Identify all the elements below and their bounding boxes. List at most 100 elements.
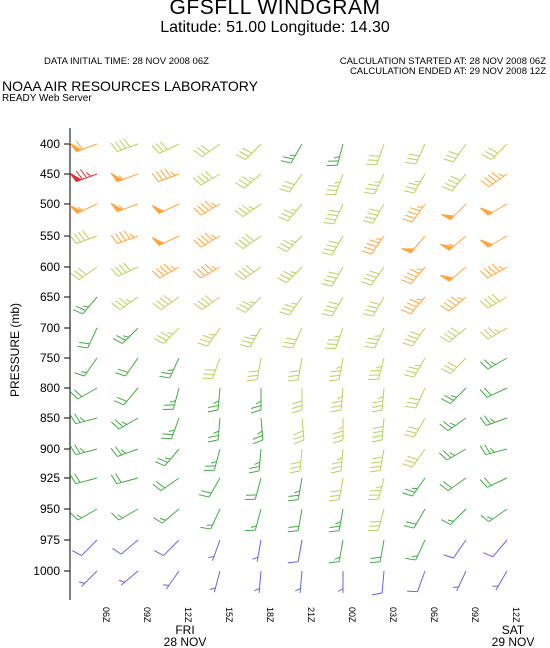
wind-barb (328, 477, 344, 502)
wind-barb (441, 357, 467, 374)
wind-barb (369, 539, 385, 564)
y-tick-label: 450 (40, 167, 60, 181)
wind-barb (328, 539, 344, 564)
y-tick-label: 1000 (33, 564, 60, 578)
wind-barb (198, 477, 221, 498)
lab-name: NOAA AIR RESOURCES LABORATORY (2, 78, 258, 94)
wind-barb (287, 357, 303, 382)
wind-barb (246, 357, 262, 382)
wind-barb (239, 327, 262, 348)
wind-barb (77, 327, 98, 349)
wind-barb (361, 266, 385, 286)
wind-barb (151, 203, 180, 214)
wind-barb (69, 169, 98, 183)
wind-barb (162, 387, 180, 411)
wind-barb (443, 143, 467, 163)
wind-barb (69, 444, 98, 456)
calculation-started: CALCULATION STARTED AT: 28 NOV 2008 06Z (339, 56, 546, 67)
wind-barb (480, 326, 508, 340)
y-tick-label: 925 (40, 471, 60, 485)
wind-barb (367, 357, 385, 381)
wind-barb (250, 388, 262, 414)
wind-barb (151, 235, 180, 246)
calculation-ended: CALCULATION ENDED AT: 29 NOV 2008 12Z (349, 66, 546, 77)
wind-barb (405, 143, 426, 165)
wind-barb (208, 539, 221, 561)
wind-barb (78, 570, 98, 587)
wind-barb (248, 448, 262, 474)
wind-barb (152, 263, 180, 279)
wind-barb (111, 417, 139, 430)
server-name: READY Web Server (2, 93, 92, 104)
wind-barb (287, 508, 303, 533)
wind-barb (480, 172, 508, 188)
wind-barb (200, 508, 221, 530)
wind-barb (193, 200, 221, 216)
y-tick-label: 975 (40, 533, 60, 547)
y-tick-label: 750 (40, 351, 60, 365)
wind-barb (440, 296, 467, 312)
day-label: FRI (175, 623, 194, 637)
wind-barb (441, 203, 467, 221)
wind-barb (291, 388, 303, 414)
wind-barb (159, 357, 180, 379)
wind-barb (282, 327, 303, 349)
x-tick-label: 06Z (101, 607, 111, 623)
wind-barb (371, 570, 385, 596)
wind-barb (440, 235, 467, 251)
wind-barb (197, 327, 221, 347)
wind-barb (69, 140, 98, 153)
x-tick-label: 18Z (265, 607, 275, 623)
wind-barb (110, 473, 139, 485)
wind-barb (402, 203, 426, 223)
wind-barb (402, 448, 426, 468)
wind-barb (366, 143, 385, 166)
wind-barb (321, 266, 344, 287)
wind-barb (73, 296, 98, 315)
wind-barb (482, 143, 508, 160)
wind-barb (403, 417, 426, 438)
wind-barb (439, 417, 467, 432)
wind-barb (69, 473, 98, 485)
wind-barb (361, 235, 385, 255)
wind-barb (234, 265, 262, 281)
wind-barb (364, 327, 385, 349)
wind-barb (115, 357, 139, 377)
wind-barb (295, 570, 303, 593)
y-tick-label: 550 (40, 229, 60, 243)
wind-barb (72, 539, 98, 556)
wind-barb (403, 508, 426, 529)
wind-barb (234, 203, 262, 218)
wind-barb (152, 295, 180, 311)
wind-barb (330, 387, 344, 413)
wind-barb (202, 357, 221, 380)
y-tick-label: 850 (40, 411, 60, 425)
wind-barb (479, 444, 508, 456)
wind-barb (337, 571, 344, 593)
wind-barb (69, 230, 98, 244)
wind-barb (402, 477, 426, 497)
wind-barb (405, 539, 426, 561)
wind-barb (252, 539, 262, 562)
wind-barb (401, 235, 426, 254)
wind-barb (70, 266, 98, 281)
wind-barb (69, 203, 98, 214)
wind-barb (154, 327, 180, 344)
x-tick-label: 00Z (347, 607, 357, 623)
wind-barb (439, 448, 467, 461)
wind-barb (332, 418, 344, 444)
wind-barb (441, 387, 467, 404)
wind-barb (111, 508, 139, 521)
wind-barb (480, 235, 508, 248)
date-label: 29 NOV (492, 635, 535, 648)
wind-barb (480, 263, 508, 279)
wind-barb (369, 448, 385, 473)
wind-barb (479, 477, 508, 488)
wind-barb (401, 266, 426, 285)
wind-barb (407, 570, 426, 593)
wind-barb (321, 235, 344, 256)
wind-barb (293, 417, 305, 445)
wind-barb (452, 570, 467, 592)
wind-barb (371, 387, 385, 413)
wind-barb (480, 357, 508, 370)
